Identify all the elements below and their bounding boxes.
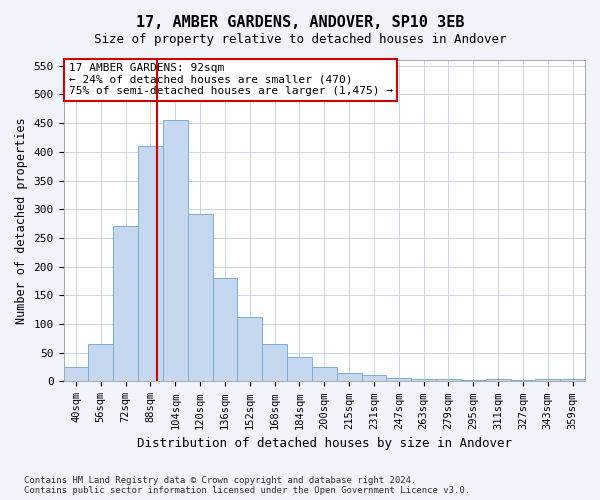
Bar [238,316,262,382]
Bar [188,214,212,382]
Bar [212,278,238,382]
Text: 17, AMBER GARDENS, ANDOVER, SP10 3EB: 17, AMBER GARDENS, ANDOVER, SP10 3EB [136,15,464,30]
Bar [436,379,461,382]
Y-axis label: Number of detached properties: Number of detached properties [15,118,28,324]
Bar [64,367,88,382]
Bar [113,226,138,382]
Bar [337,374,362,382]
X-axis label: Distribution of detached houses by size in Andover: Distribution of detached houses by size … [137,437,512,450]
Bar [411,378,436,382]
Bar [461,380,485,382]
Bar [262,344,287,382]
Text: Size of property relative to detached houses in Andover: Size of property relative to detached ho… [94,32,506,46]
Bar [362,375,386,382]
Bar [138,146,163,382]
Bar [485,378,511,382]
Bar [287,358,312,382]
Bar [535,378,560,382]
Text: 17 AMBER GARDENS: 92sqm
← 24% of detached houses are smaller (470)
75% of semi-d: 17 AMBER GARDENS: 92sqm ← 24% of detache… [69,63,393,96]
Bar [163,120,188,382]
Bar [386,378,411,382]
Text: Contains HM Land Registry data © Crown copyright and database right 2024.
Contai: Contains HM Land Registry data © Crown c… [24,476,470,495]
Bar [511,380,535,382]
Bar [88,344,113,382]
Bar [312,367,337,382]
Bar [560,379,585,382]
